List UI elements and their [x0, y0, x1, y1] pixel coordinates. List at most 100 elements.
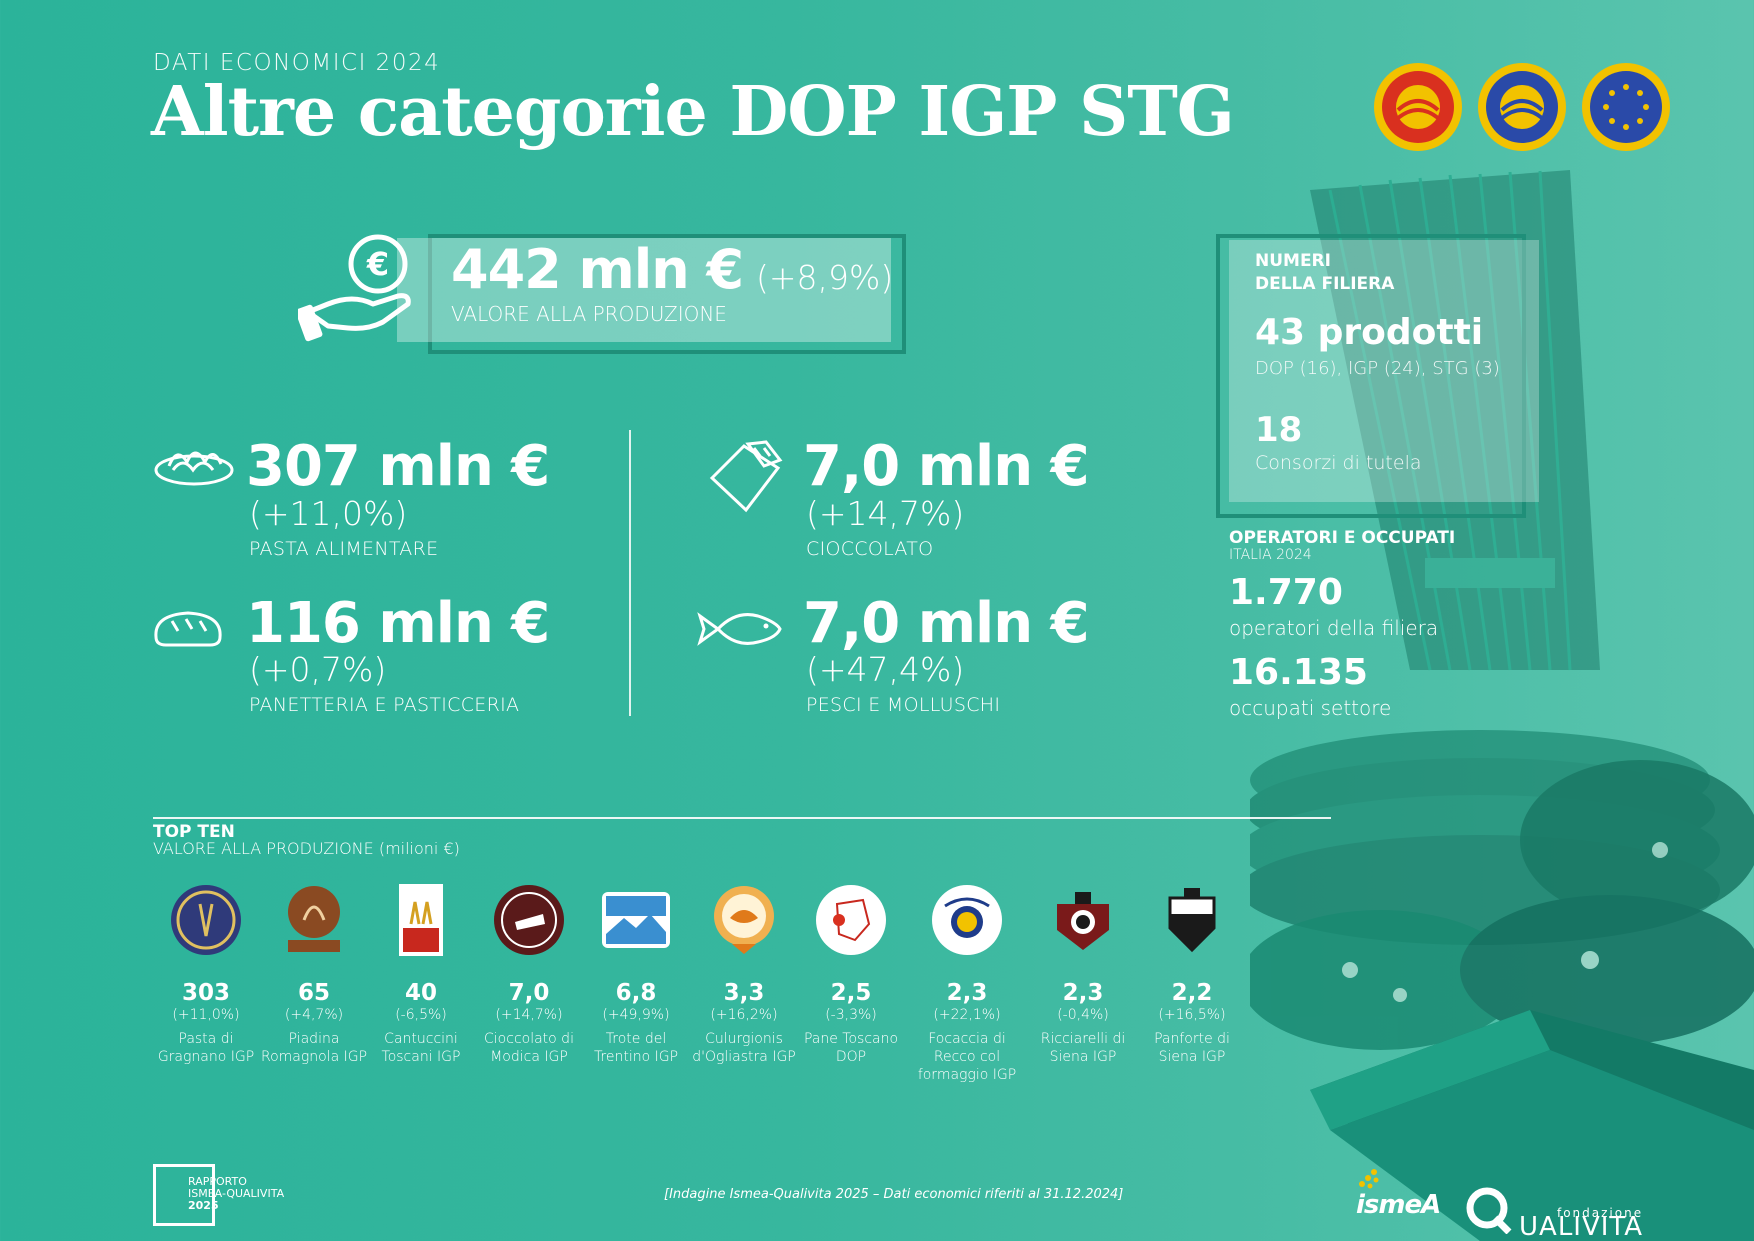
top-ten-item: 2,3 (-0,4%) Ricciarelli di Siena IGP	[1027, 884, 1139, 1066]
pasta-value: 307 mln €	[246, 434, 550, 499]
pasta-label: PASTA ALIMENTARE	[249, 538, 439, 560]
dop-seal-icon	[1373, 62, 1463, 152]
top-ten-item: 7,0 (+14,7%) Cioccolato di Modica IGP	[473, 884, 585, 1066]
panforte-siena-logo-icon	[1156, 884, 1228, 956]
pasta-bundle-image	[1310, 170, 1600, 671]
supply-chain-panel	[1229, 240, 1539, 502]
category-divider	[629, 430, 631, 716]
fish-icon	[697, 612, 782, 646]
page-title: Altre categorie DOP IGP STG	[151, 72, 1235, 152]
top-ten-delta: (+14,7%)	[495, 1007, 563, 1023]
qualivita-name: UALIVITA	[1519, 1212, 1644, 1241]
cioccolato-modica-logo-icon	[493, 884, 565, 956]
pasta-delta: (+11,0%)	[249, 494, 408, 533]
top-ten-value: 2,3	[946, 980, 988, 1006]
top-ten-value: 303	[181, 980, 230, 1006]
operators-heading: OPERATORI E OCCUPATI	[1229, 528, 1456, 548]
trote-trentino-logo-icon	[600, 884, 672, 956]
ismea-logo: ismeA	[1356, 1190, 1441, 1220]
products-breakdown: DOP (16), IGP (24), STG (3)	[1255, 358, 1500, 379]
focaccia-recco-logo-icon	[931, 884, 1003, 956]
top-ten-item: 2,2 (+16,5%) Panforte di Siena IGP	[1136, 884, 1248, 1066]
top-ten-value: 65	[297, 980, 330, 1006]
top-ten-item: 40 (-6,5%) Cantuccini Toscani IGP	[365, 884, 477, 1066]
svg-text:€: €	[366, 245, 389, 283]
top-ten-item: 6,8 (+49,9%) Trote del Trentino IGP	[580, 884, 692, 1066]
page-kicker: DATI ECONOMICI 2024	[153, 50, 441, 76]
top-ten-value: 2,3	[1062, 980, 1104, 1006]
employed-value: 16.135	[1229, 652, 1368, 693]
ismea-mark-icon	[1359, 1169, 1379, 1189]
rapporto-logo-text: RAPPORTO ISMEA-QUALIVITA 2025	[188, 1176, 284, 1212]
top-ten-delta: (+4,7%)	[284, 1007, 344, 1023]
top-ten-name: Pasta di Gragnano IGP	[157, 1031, 255, 1065]
fish-label: PESCI E MOLLUSCHI	[806, 694, 1001, 716]
culurgionis-ogliastra-logo-icon	[708, 884, 780, 956]
top-ten-name: Pane Toscano DOP	[803, 1031, 899, 1065]
operators-value: 1.770	[1229, 572, 1343, 613]
igp-seal-icon	[1477, 62, 1567, 152]
qualivita-logo: fondazione UALIVITA	[1465, 1186, 1644, 1241]
rapporto-logo-icon	[153, 1164, 215, 1226]
chocolate-value: 7,0 mln €	[803, 434, 1090, 499]
top-ten-name: Panforte di Siena IGP	[1154, 1031, 1230, 1065]
main-value: 442 mln €	[451, 238, 744, 301]
fish-delta: (+47,4%)	[806, 650, 965, 689]
top-ten-name: Ricciarelli di Siena IGP	[1040, 1031, 1126, 1065]
top-ten-delta: (+49,9%)	[602, 1007, 670, 1023]
top-ten-item: 65 (+4,7%) Piadina Romagnola IGP	[258, 884, 370, 1066]
supply-chain-heading-line2: DELLA FILIERA	[1255, 274, 1395, 294]
operators-label: operatori della filiera	[1229, 616, 1439, 640]
cookies-image	[1250, 760, 1754, 1050]
main-value-box	[397, 238, 891, 342]
top-ten-name: Culurgionis d'Ogliastra IGP	[692, 1031, 796, 1065]
top-ten-value: 2,5	[830, 980, 872, 1006]
source-note: [Indagine Ismea-Qualivita 2025 – Dati ec…	[664, 1187, 1124, 1202]
supply-chain-heading: NUMERI DELLA FILIERA	[1255, 250, 1394, 296]
bakery-value: 116 mln €	[246, 591, 550, 656]
operators-subheading: ITALIA 2024	[1229, 547, 1312, 563]
pasta-icon	[154, 451, 234, 486]
rapporto-line2: ISMEA-QUALIVITA	[188, 1187, 285, 1200]
consortia-label: Consorzi di tutela	[1255, 452, 1422, 474]
chocolate-label: CIOCCOLATO	[806, 538, 934, 560]
top-ten-value: 2,2	[1171, 980, 1213, 1006]
top-ten-delta: (+16,5%)	[1158, 1007, 1226, 1023]
stg-seal-icon	[1581, 62, 1671, 152]
top-ten-name: Trote del Trentino IGP	[593, 1031, 679, 1065]
euro-hand-icon: €	[298, 234, 411, 342]
top-ten-heading: TOP TEN	[153, 822, 235, 842]
consortia-count: 18	[1255, 410, 1303, 450]
top-ten-item: 3,3 (+16,2%) Culurgionis d'Ogliastra IGP	[688, 884, 800, 1066]
top-ten-delta: (-6,5%)	[395, 1007, 447, 1023]
qualivita-q-icon	[1466, 1187, 1512, 1234]
top-ten-name: Cantuccini Toscani IGP	[381, 1031, 461, 1065]
qualivita-fondazione: fondazione	[1556, 1206, 1644, 1220]
fish-value: 7,0 mln €	[803, 591, 1090, 656]
chocolate-icon	[709, 440, 783, 513]
bread-icon	[154, 611, 222, 647]
top-ten-delta: (+11,0%)	[172, 1007, 240, 1023]
top-ten-value: 6,8	[615, 980, 657, 1006]
chocolate-bar-image	[1310, 1010, 1754, 1241]
main-value-frame	[428, 234, 906, 354]
top-ten-item: 2,5 (-3,3%) Pane Toscano DOP	[795, 884, 907, 1066]
chocolate-delta: (+14,7%)	[806, 494, 965, 533]
employed-label: occupati settore	[1229, 696, 1392, 720]
cantuccini-toscani-logo-icon	[385, 884, 457, 956]
piadina-romagnola-logo-icon	[278, 884, 350, 956]
products-count: 43 prodotti	[1255, 312, 1484, 353]
top-ten-value: 7,0	[508, 980, 550, 1006]
bakery-delta: (+0,7%)	[249, 650, 387, 689]
main-delta: (+8,9%)	[756, 258, 894, 297]
food-illustration	[1250, 170, 1754, 1241]
pasta-gragnano-logo-icon	[170, 884, 242, 956]
top-ten-subheading: VALORE ALLA PRODUZIONE (milioni €)	[153, 839, 460, 858]
top-ten-divider	[153, 817, 1331, 819]
qualivita-wordmark: fondazione UALIVITA	[1519, 1206, 1644, 1241]
top-ten-value: 3,3	[723, 980, 765, 1006]
top-ten-item: 303 (+11,0%) Pasta di Gragnano IGP	[150, 884, 262, 1066]
top-ten-name: Cioccolato di Modica IGP	[484, 1031, 574, 1065]
bakery-label: PANETTERIA E PASTICCERIA	[249, 694, 520, 716]
ricciarelli-siena-logo-icon	[1047, 884, 1119, 956]
